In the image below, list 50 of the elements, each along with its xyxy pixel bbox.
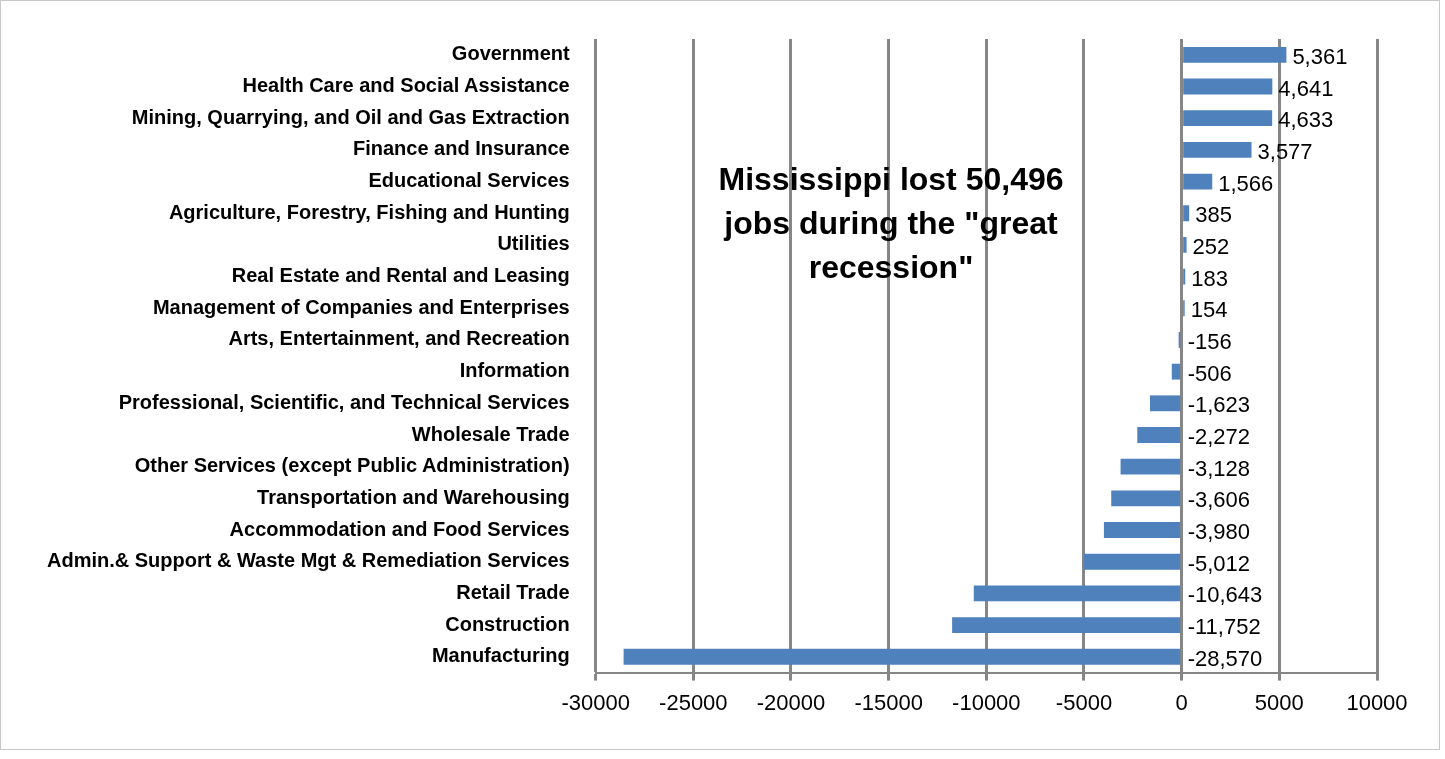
y-tick-label: Utilities (497, 232, 570, 255)
data-label: -3,128 (1187, 455, 1251, 481)
x-tick-label: 5000 (1254, 689, 1304, 715)
data-label: -2,272 (1187, 424, 1251, 450)
data-label: 5,361 (1292, 43, 1348, 69)
data-label: -506 (1187, 360, 1232, 386)
data-label: -11,752 (1187, 614, 1261, 640)
x-tick-label: -5000 (1055, 689, 1113, 715)
data-label: -156 (1187, 329, 1232, 355)
y-tick-label: Arts, Entertainment, and Recreation (228, 327, 570, 350)
data-label: 4,641 (1278, 75, 1334, 101)
data-label: -1,623 (1187, 392, 1251, 418)
y-tick-label: Professional, Scientific, and Technical Services (118, 390, 570, 413)
x-tick-label: -10000 (952, 689, 1021, 715)
y-tick-label: Educational Services (368, 169, 570, 192)
y-tick-label: Retail Trade (456, 580, 570, 603)
y-tick-label: Finance and Insurance (352, 137, 570, 160)
y-tick-label: Health Care and Social Assistance (242, 74, 570, 97)
y-tick-label: Government (451, 42, 570, 65)
data-label: -5,012 (1187, 550, 1251, 576)
data-label: 183 (1191, 265, 1228, 291)
y-tick-label: Accommodation and Food Services (229, 517, 570, 540)
y-tick-label: Mining, Quarrying, and Oil and Gas Extraction (131, 105, 570, 128)
y-tick-label: Management of Companies and Enterprises (152, 295, 570, 318)
data-label: -10,643 (1187, 582, 1263, 608)
data-label: -3,980 (1187, 519, 1251, 545)
y-tick-label: Wholesale Trade (411, 422, 570, 445)
data-label: 385 (1195, 202, 1232, 228)
data-label: 154 (1190, 297, 1228, 323)
data-label: 4,633 (1278, 107, 1334, 133)
data-label: -3,606 (1187, 487, 1251, 513)
x-tick-label: -15000 (854, 689, 923, 715)
x-tick-label: 10000 (1346, 689, 1408, 715)
data-label: -28,570 (1187, 645, 1263, 671)
x-tick-label: -20000 (756, 689, 826, 715)
data-label: 3,577 (1257, 138, 1313, 164)
y-tick-label: Transportation and Warehousing (257, 485, 570, 508)
y-tick-label: Admin.& Support & Waste Mgt & Remediation Services (46, 549, 570, 572)
y-tick-label: Information (459, 359, 570, 382)
data-label: 252 (1192, 233, 1230, 259)
y-tick-label: Manufacturing (431, 644, 570, 667)
data-label: 1,566 (1218, 170, 1274, 196)
y-tick-label: Other Services (except Public Administration) (134, 454, 570, 477)
annotation: Mississippi lost 50,496 jobs during the "great recession" (718, 160, 1064, 285)
x-tick-label: -30000 (561, 689, 630, 715)
y-tick-label: Construction (445, 612, 570, 635)
x-tick-label: -25000 (659, 689, 728, 715)
y-tick-label: Agriculture, Forestry, Fishing and Hunting (168, 200, 570, 223)
y-tick-label: Real Estate and Rental and Leasing (231, 264, 570, 287)
x-tick-label: 0 (1175, 689, 1188, 715)
